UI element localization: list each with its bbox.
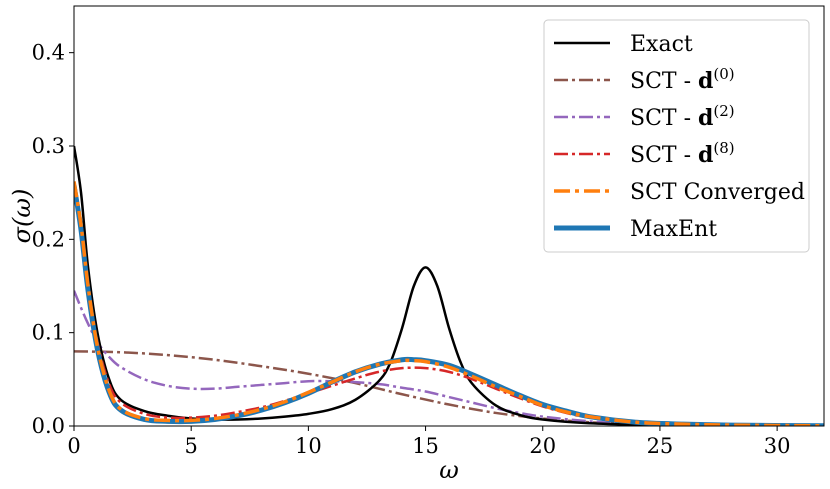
x-tick-label: 15 xyxy=(412,434,439,458)
series-line-exact xyxy=(74,145,824,426)
x-tick-label: 25 xyxy=(647,434,674,458)
legend-label: SCT - d(2) xyxy=(630,102,735,131)
legend-label: SCT - d(8) xyxy=(630,139,735,168)
y-tick-label: 0.3 xyxy=(32,134,65,158)
legend-label: Exact xyxy=(630,32,693,57)
series-line-sct-converged xyxy=(74,181,824,426)
x-axis-label: ω xyxy=(439,456,459,484)
series-line-sct-d-2 xyxy=(74,290,824,426)
legend-label: SCT - d(0) xyxy=(630,65,735,94)
plot-frame xyxy=(73,5,825,427)
x-tick-label: 20 xyxy=(529,434,556,458)
y-tick-label: 0.0 xyxy=(32,414,65,438)
plot-lines xyxy=(74,145,824,426)
y-tick-label: 0.1 xyxy=(32,321,65,345)
legend-box xyxy=(543,19,810,253)
series-line-sct-d-8 xyxy=(74,187,824,426)
x-tick-label: 10 xyxy=(295,434,322,458)
y-tick-label: 0.4 xyxy=(32,41,65,65)
x-tick-label: 0 xyxy=(67,434,80,458)
legend-label: MaxEnt xyxy=(630,217,717,242)
axis-ticks: 0 5 10 15 20 25 30 0.0 0.1 0.2 0.3 0.4 xyxy=(32,41,791,458)
y-axis-label: σ(ω) xyxy=(8,189,36,244)
legend-label: SCT Converged xyxy=(630,180,805,205)
legend: Exact SCT - d(0) SCT - d(2) SCT - d(8) SCT C… xyxy=(543,19,810,253)
x-tick-label: 30 xyxy=(764,434,791,458)
x-tick-label: 5 xyxy=(185,434,198,458)
y-tick-label: 0.2 xyxy=(32,227,65,251)
